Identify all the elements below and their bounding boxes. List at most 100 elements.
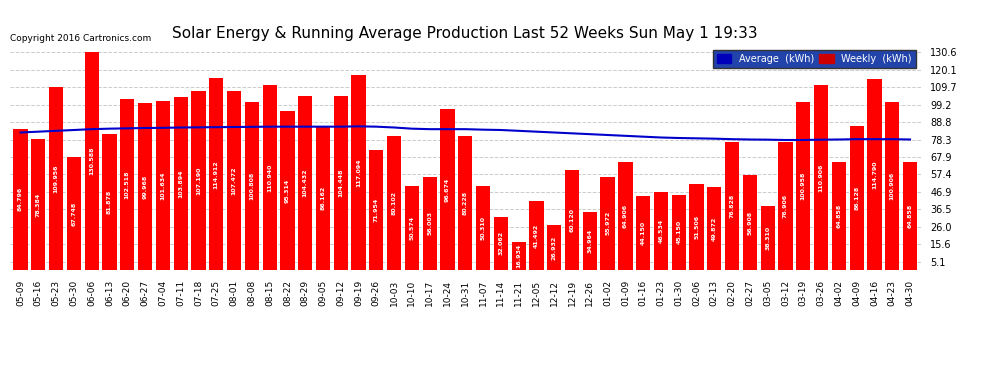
Bar: [441, 109, 454, 270]
Bar: [173, 97, 188, 270]
Bar: [102, 134, 117, 270]
Bar: [32, 140, 46, 270]
Text: 60.120: 60.120: [569, 208, 574, 232]
Text: 100.958: 100.958: [801, 172, 806, 200]
Bar: [653, 192, 668, 270]
Text: 55.972: 55.972: [605, 211, 610, 236]
Text: 56.908: 56.908: [747, 210, 752, 235]
Text: 78.384: 78.384: [36, 192, 41, 217]
Text: 34.964: 34.964: [587, 229, 592, 253]
Text: 45.150: 45.150: [676, 220, 681, 245]
Text: 81.878: 81.878: [107, 190, 112, 214]
Bar: [50, 87, 63, 270]
Bar: [191, 92, 206, 270]
Text: 104.448: 104.448: [339, 169, 344, 197]
Bar: [707, 187, 722, 270]
Bar: [405, 186, 419, 270]
Bar: [689, 184, 704, 270]
Text: 38.310: 38.310: [765, 226, 770, 250]
Bar: [601, 177, 615, 270]
Bar: [778, 142, 793, 270]
Bar: [262, 85, 277, 270]
Bar: [298, 96, 312, 270]
Text: 117.094: 117.094: [356, 158, 361, 187]
Bar: [423, 177, 437, 270]
Bar: [387, 136, 401, 270]
Bar: [458, 136, 472, 270]
Text: 100.906: 100.906: [890, 172, 895, 200]
Bar: [565, 170, 579, 270]
Text: 80.228: 80.228: [462, 191, 468, 215]
Text: 71.954: 71.954: [374, 198, 379, 222]
Text: 64.858: 64.858: [837, 204, 842, 228]
Bar: [84, 53, 99, 270]
Text: 86.128: 86.128: [854, 186, 859, 210]
Text: 99.968: 99.968: [143, 175, 148, 199]
Text: 95.314: 95.314: [285, 178, 290, 203]
Text: 102.518: 102.518: [125, 170, 130, 199]
Legend: Average  (kWh), Weekly  (kWh): Average (kWh), Weekly (kWh): [713, 50, 916, 68]
Text: 64.906: 64.906: [623, 204, 628, 228]
Text: Copyright 2016 Cartronics.com: Copyright 2016 Cartronics.com: [10, 34, 151, 43]
Text: 100.808: 100.808: [249, 172, 254, 200]
Bar: [351, 75, 365, 270]
Text: 114.790: 114.790: [872, 160, 877, 189]
Text: 80.102: 80.102: [392, 191, 397, 215]
Text: 50.574: 50.574: [410, 216, 415, 240]
Text: 76.906: 76.906: [783, 194, 788, 218]
Text: 50.310: 50.310: [480, 216, 485, 240]
Text: 109.956: 109.956: [53, 164, 58, 193]
Text: 76.828: 76.828: [730, 194, 735, 218]
Title: Solar Energy & Running Average Production Last 52 Weeks Sun May 1 19:33: Solar Energy & Running Average Productio…: [172, 26, 758, 41]
Bar: [67, 157, 81, 270]
Text: 41.492: 41.492: [534, 223, 539, 248]
Bar: [512, 242, 526, 270]
Bar: [725, 142, 740, 270]
Text: 51.506: 51.506: [694, 215, 699, 239]
Bar: [619, 162, 633, 270]
Text: 130.588: 130.588: [89, 147, 94, 176]
Bar: [155, 100, 170, 270]
Bar: [316, 126, 330, 270]
Bar: [885, 102, 899, 270]
Text: 26.932: 26.932: [551, 236, 556, 260]
Bar: [814, 85, 829, 270]
Bar: [334, 96, 347, 270]
Bar: [245, 102, 259, 270]
Text: 104.432: 104.432: [303, 169, 308, 197]
Text: 44.150: 44.150: [641, 221, 645, 245]
Text: 114.912: 114.912: [214, 160, 219, 189]
Bar: [671, 195, 686, 270]
Bar: [742, 175, 757, 270]
Text: 49.872: 49.872: [712, 216, 717, 241]
Bar: [832, 162, 846, 270]
Text: 107.472: 107.472: [232, 166, 237, 195]
Text: 84.796: 84.796: [18, 187, 23, 211]
Text: 56.003: 56.003: [428, 211, 433, 236]
Text: 101.634: 101.634: [160, 171, 165, 200]
Bar: [369, 150, 383, 270]
Bar: [796, 102, 811, 270]
Text: 110.940: 110.940: [267, 164, 272, 192]
Bar: [547, 225, 561, 270]
Bar: [583, 212, 597, 270]
Text: 32.062: 32.062: [498, 231, 503, 255]
Bar: [760, 206, 775, 270]
Bar: [227, 91, 242, 270]
Bar: [280, 111, 295, 270]
Bar: [138, 104, 152, 270]
Bar: [867, 79, 881, 270]
Text: 67.748: 67.748: [71, 201, 76, 226]
Text: 16.934: 16.934: [516, 244, 521, 268]
Text: 110.906: 110.906: [819, 164, 824, 192]
Bar: [120, 99, 135, 270]
Bar: [849, 126, 863, 270]
Text: 64.858: 64.858: [908, 204, 913, 228]
Text: 107.190: 107.190: [196, 166, 201, 195]
Bar: [530, 201, 544, 270]
Bar: [14, 129, 28, 270]
Bar: [209, 78, 224, 270]
Text: 86.162: 86.162: [321, 186, 326, 210]
Bar: [494, 217, 508, 270]
Bar: [636, 196, 650, 270]
